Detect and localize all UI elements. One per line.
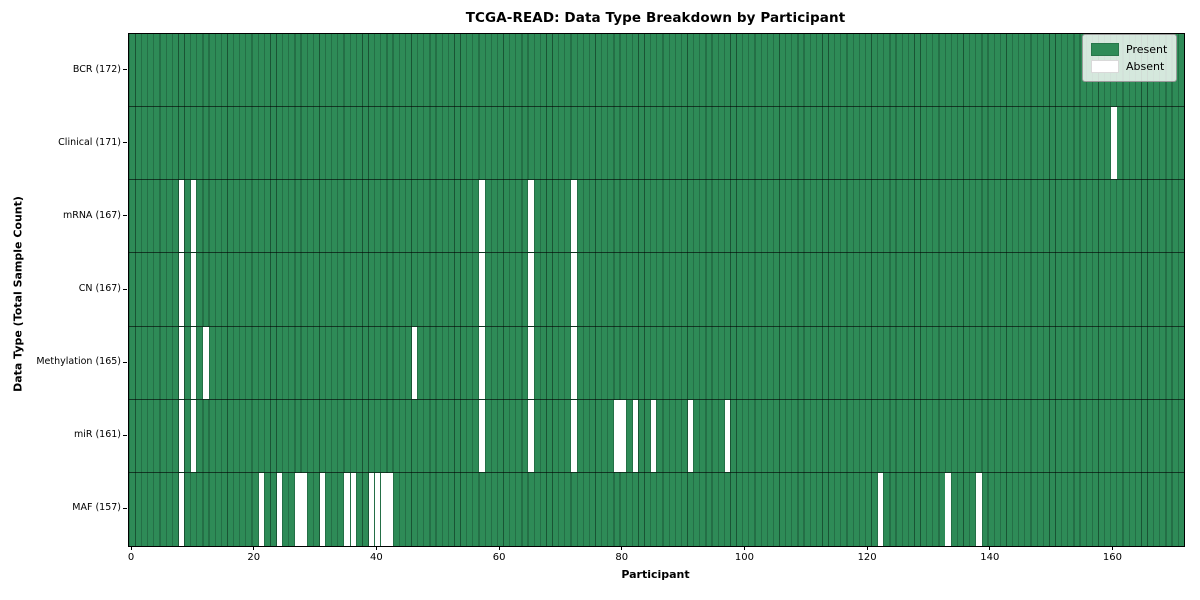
y-tick-mark — [123, 288, 127, 290]
x-tick-label: 60 — [492, 552, 506, 563]
y-tick-mark — [123, 507, 127, 509]
x-tick-mark — [621, 546, 623, 550]
absent-cell — [178, 472, 185, 546]
y-tick-label: mRNA (167) — [62, 209, 121, 221]
absent-cell — [319, 472, 326, 546]
absent-cell — [381, 472, 387, 546]
heatmap-row-MAF — [129, 472, 1184, 546]
absent-cell — [178, 253, 185, 326]
y-tick-mark — [123, 215, 127, 217]
absent-cell — [178, 399, 185, 472]
heatmap-row-mRNA — [129, 180, 1184, 254]
heatmap-row-miR — [129, 399, 1184, 473]
heatmap-row-BCR — [129, 34, 1184, 108]
y-tick-mark — [123, 361, 127, 363]
absent-cell — [571, 253, 577, 326]
x-tick-mark — [498, 546, 500, 550]
x-tick-mark — [1111, 546, 1113, 550]
absent-cell — [528, 180, 534, 253]
absent-cell — [528, 399, 534, 472]
x-tick-mark — [375, 546, 377, 550]
absent-cell — [344, 472, 350, 546]
absent-cell — [191, 326, 197, 399]
absent-cell — [301, 472, 307, 546]
legend-entry-present: Present — [1083, 43, 1176, 56]
absent-cell — [295, 472, 301, 546]
absent-cell — [350, 472, 356, 546]
x-axis-label: Participant — [621, 568, 690, 581]
x-tick-label: 20 — [247, 552, 261, 563]
x-tick-mark — [253, 546, 255, 550]
x-tick-label: 80 — [615, 552, 629, 563]
x-tick-mark — [743, 546, 745, 550]
absent-cell — [1111, 107, 1117, 180]
absent-cell — [368, 472, 375, 546]
absent-cell — [528, 326, 534, 399]
legend-label-present: Present — [1126, 43, 1168, 56]
legend-label-absent: Absent — [1126, 60, 1165, 73]
plot-area — [128, 33, 1185, 547]
x-tick-mark — [130, 546, 132, 550]
absent-cell — [178, 326, 185, 399]
absent-cell — [571, 180, 577, 253]
y-tick-label: miR (161) — [73, 429, 121, 441]
x-tick-label: 0 — [127, 552, 135, 563]
absent-cell — [976, 472, 982, 546]
legend-swatch-present — [1091, 43, 1119, 56]
x-tick-label: 160 — [1102, 552, 1122, 563]
absent-cell — [571, 399, 577, 472]
x-tick-label: 40 — [370, 552, 383, 563]
absent-cell — [479, 399, 485, 472]
heatmap-row-CN — [129, 253, 1184, 327]
absent-cell — [528, 253, 534, 326]
absent-cell — [178, 180, 185, 253]
absent-cell — [479, 326, 485, 399]
absent-cell — [945, 472, 951, 546]
y-tick-mark — [123, 434, 127, 436]
absent-cell — [411, 326, 418, 399]
y-tick-label: Methylation (165) — [36, 356, 121, 368]
x-tick-label: 100 — [734, 552, 754, 563]
absent-cell — [620, 399, 626, 472]
absent-cell — [614, 399, 620, 472]
legend-swatch-absent — [1091, 60, 1119, 73]
y-tick-label: MAF (157) — [72, 502, 121, 514]
absent-cell — [479, 253, 485, 326]
absent-cell — [724, 399, 731, 472]
absent-cell — [687, 399, 694, 472]
absent-cell — [878, 472, 884, 546]
y-tick-label: Clinical (171) — [58, 136, 121, 148]
absent-cell — [375, 472, 381, 546]
y-tick-label: CN (167) — [78, 283, 121, 294]
absent-cell — [571, 326, 577, 399]
x-tick-mark — [866, 546, 868, 550]
absent-cell — [191, 399, 197, 472]
legend: Present Absent — [1082, 34, 1177, 82]
x-tick-mark — [989, 546, 991, 550]
x-tick-label: 140 — [980, 552, 1000, 563]
absent-cell — [191, 180, 197, 253]
chart-title: TCGA-READ: Data Type Breakdown by Partic… — [465, 10, 846, 26]
legend-entry-absent: Absent — [1083, 60, 1176, 73]
y-tick-label: BCR (172) — [72, 63, 121, 75]
absent-cell — [387, 472, 393, 546]
x-tick-label: 120 — [857, 552, 877, 563]
absent-cell — [203, 326, 209, 399]
absent-cell — [191, 253, 197, 326]
y-tick-mark — [123, 69, 127, 71]
y-tick-mark — [123, 142, 127, 144]
heatmap-row-Clinical — [129, 107, 1184, 181]
absent-cell — [276, 472, 283, 546]
heatmap-row-Methylation — [129, 326, 1184, 400]
absent-cell — [258, 472, 264, 546]
absent-cell — [651, 399, 657, 472]
absent-cell — [632, 399, 639, 472]
absent-cell — [479, 180, 485, 253]
